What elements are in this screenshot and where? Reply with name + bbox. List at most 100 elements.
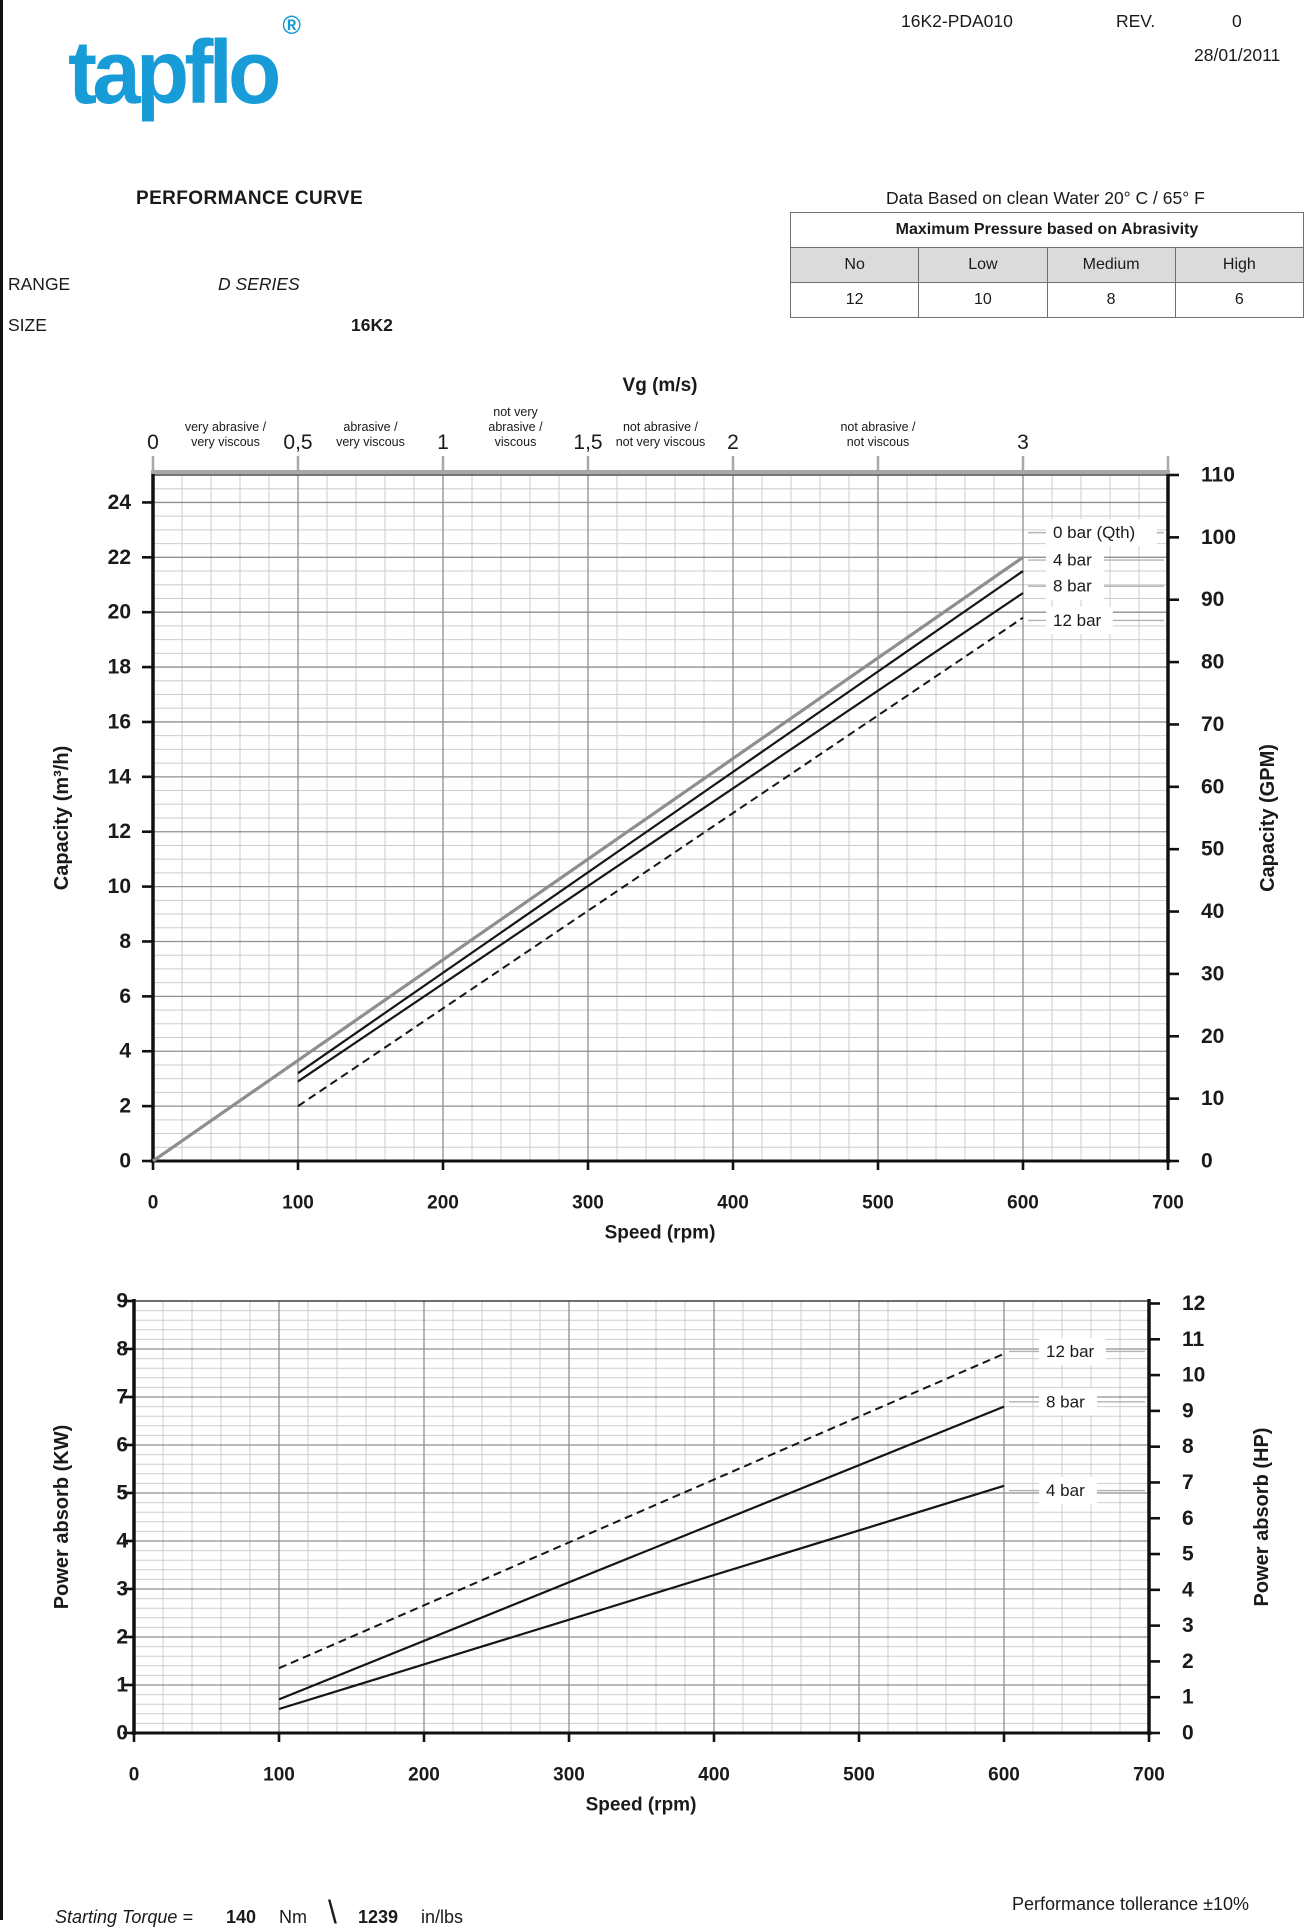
size-value: 16K2 (351, 315, 393, 335)
y-left-tick-label: 8 (119, 930, 131, 953)
y-left-tick-label: 0 (119, 1150, 131, 1173)
abrasivity-table-title: Maximum Pressure based on Abrasivity (790, 212, 1304, 248)
x-tick-label: 100 (282, 1193, 314, 1214)
y-right-tick-label: 10 (1182, 1364, 1205, 1387)
y-right-tick-label: 60 (1201, 775, 1224, 798)
y-left-tick-label: 10 (108, 875, 131, 898)
y-right-tick-label: 7 (1182, 1471, 1194, 1494)
y-left-tick-label: 24 (108, 491, 132, 514)
vg-segment-label: not abrasive / not very viscous (616, 420, 706, 449)
vg-axis-title: Vg (m/s) (623, 375, 698, 396)
capacity-chart: 0246810121416182022240102030405060708090… (51, 375, 1279, 1244)
y-left-tick-label: 6 (119, 985, 131, 1008)
y-right-tick-label: 110 (1201, 464, 1235, 487)
y-left-tick-label: 6 (116, 1434, 128, 1457)
y-right-axis-title: Power absorb (HP) (1251, 1428, 1273, 1607)
abrasivity-col-low: Low (918, 247, 1048, 283)
series-label: 12 bar (1053, 611, 1102, 630)
y-right-tick-label: 30 (1201, 962, 1224, 985)
x-tick-label: 400 (698, 1765, 730, 1786)
registered-trademark-icon: ® (282, 10, 301, 40)
x-tick-label: 200 (408, 1765, 440, 1786)
tolerance-note: Performance tollerance ±10% (1012, 1894, 1249, 1914)
vg-segment-label: not abrasive / not viscous (840, 420, 916, 449)
x-tick-label: 400 (717, 1193, 749, 1214)
y-right-tick-label: 0 (1182, 1722, 1194, 1745)
y-right-tick-label: 20 (1201, 1025, 1224, 1048)
y-right-tick-label: 40 (1201, 900, 1224, 923)
y-left-tick-label: 16 (108, 710, 131, 733)
y-left-tick-label: 4 (116, 1530, 128, 1553)
y-left-tick-label: 18 (108, 656, 132, 679)
y-left-tick-label: 14 (108, 765, 132, 788)
y-right-tick-label: 5 (1182, 1543, 1194, 1566)
y-left-tick-label: 5 (116, 1482, 128, 1505)
abrasivity-col-no: No (789, 247, 920, 283)
series-line-12-bar (278, 1352, 1005, 1670)
vg-segment-label: very abrasive / very viscous (185, 420, 267, 449)
x-tick-label: 0 (129, 1765, 140, 1786)
y-right-tick-label: 10 (1201, 1087, 1224, 1110)
abrasivity-val-no: 12 (789, 282, 920, 318)
y-left-axis-title: Power absorb (KW) (51, 1425, 73, 1609)
series-line-8-bar (278, 1405, 1005, 1701)
x-tick-label: 700 (1152, 1193, 1184, 1214)
series-label: 12 bar (1046, 1342, 1095, 1361)
range-label: RANGE (8, 274, 71, 294)
series-label: 8 bar (1053, 577, 1092, 596)
y-left-tick-label: 20 (108, 601, 131, 624)
x-tick-label: 700 (1133, 1765, 1165, 1786)
rev-value: 0 (1232, 11, 1242, 31)
series-line-0-bar-qth- (152, 556, 1024, 1163)
unit-separator: \ (328, 1894, 337, 1930)
x-tick-label: 200 (427, 1193, 459, 1214)
y-right-tick-label: 11 (1182, 1328, 1205, 1351)
nm-unit: Nm (279, 1907, 308, 1927)
rev-label: REV. (1116, 11, 1156, 31)
series-label: 4 bar (1053, 551, 1092, 570)
y-left-tick-label: 8 (116, 1338, 128, 1361)
logo-text: tapflo (68, 23, 281, 123)
vg-tick-label: 0,5 (283, 431, 312, 454)
abrasivity-col-high: High (1174, 247, 1305, 283)
series-label: 0 bar (Qth) (1053, 523, 1135, 542)
y-left-tick-label: 7 (116, 1386, 128, 1409)
abrasivity-col-medium: Medium (1046, 247, 1176, 283)
series-line-12-bar (297, 616, 1024, 1107)
y-left-axis-title: Capacity (m³/h) (51, 746, 73, 890)
abrasivity-val-low: 10 (918, 282, 1048, 318)
y-left-tick-label: 12 (108, 820, 131, 843)
vg-tick-label: 1,5 (573, 431, 602, 454)
y-right-tick-label: 8 (1182, 1435, 1194, 1458)
document-date: 28/01/2011 (1194, 45, 1281, 65)
y-left-tick-label: 4 (119, 1040, 131, 1063)
y-right-tick-label: 50 (1201, 838, 1224, 861)
vg-tick-label: 2 (727, 431, 739, 454)
series-line-4-bar (297, 570, 1024, 1075)
starting-torque-row: Starting Torque = 140 Nm \ 1239 in/lbs (55, 1894, 463, 1931)
y-left-tick-label: 1 (116, 1674, 128, 1697)
y-right-tick-label: 3 (1182, 1614, 1194, 1637)
performance-curve-title: PERFORMANCE CURVE (136, 188, 364, 209)
y-left-tick-label: 2 (116, 1626, 128, 1649)
x-tick-label: 100 (263, 1765, 295, 1786)
torque-label: Starting Torque = (55, 1907, 193, 1927)
abrasivity-table: Maximum Pressure based on Abrasivity No … (789, 212, 1305, 318)
series-label: 8 bar (1046, 1392, 1085, 1411)
x-tick-label: 300 (572, 1193, 604, 1214)
abrasivity-val-high: 6 (1174, 282, 1305, 318)
vg-segment-label: abrasive / very viscous (336, 420, 405, 449)
document-number: 16K2-PDA010 (901, 11, 1013, 31)
vg-tick-label: 3 (1017, 431, 1029, 454)
data-note: Data Based on clean Water 20° C / 65° F (886, 188, 1205, 208)
x-axis-title: Speed (rpm) (605, 1223, 716, 1244)
range-value: D SERIES (218, 274, 300, 294)
size-label: SIZE (8, 315, 47, 335)
y-right-tick-label: 4 (1182, 1578, 1194, 1601)
y-left-tick-label: 2 (119, 1095, 131, 1118)
y-left-tick-label: 0 (116, 1722, 128, 1745)
x-tick-label: 0 (148, 1193, 159, 1214)
x-tick-label: 300 (553, 1765, 585, 1786)
